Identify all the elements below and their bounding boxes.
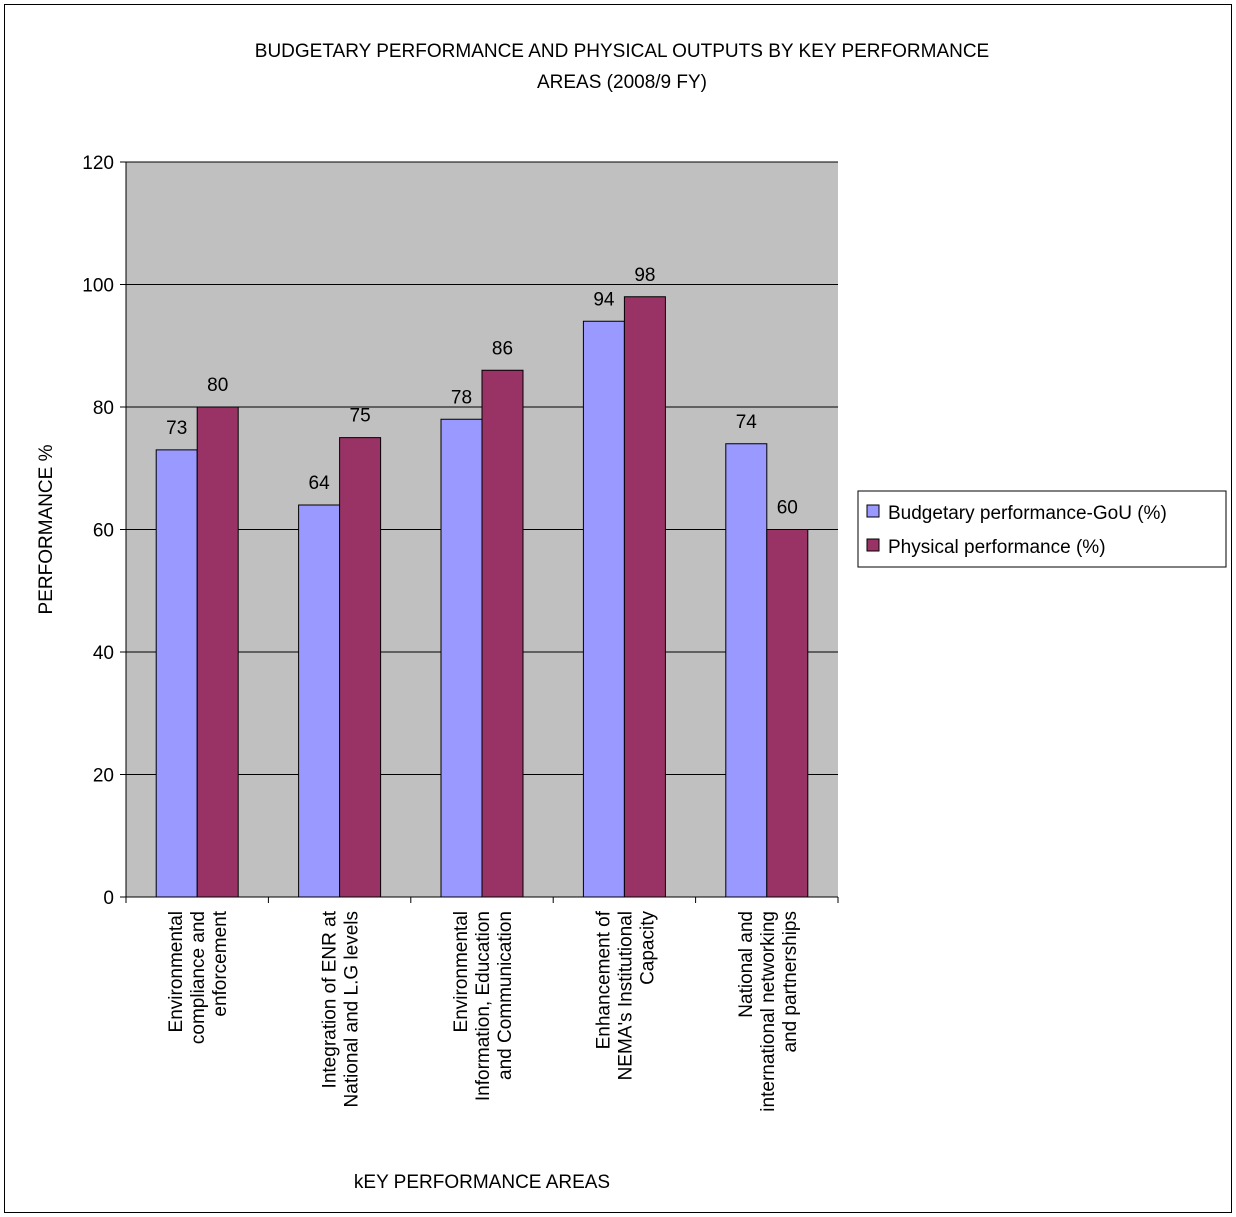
chart-title-line: AREAS (2008/9 FY) <box>537 72 707 93</box>
data-label: 64 <box>309 473 331 494</box>
x-tick-label: international networking <box>758 911 779 1112</box>
x-tick-label: National and <box>736 911 757 1018</box>
x-tick-label: Integration of ENR at <box>320 910 341 1088</box>
bar <box>623 296 666 898</box>
x-tick-label: Information, Education <box>473 911 494 1101</box>
bars <box>155 296 809 898</box>
data-label: 73 <box>166 418 187 439</box>
x-tick-label: compliance and <box>188 911 209 1044</box>
y-tick-label: 80 <box>93 398 114 419</box>
gridlines <box>126 161 838 775</box>
bar <box>339 437 382 898</box>
x-tick-label: and Communication <box>495 911 516 1080</box>
data-label: 86 <box>492 338 513 359</box>
legend-swatch <box>866 504 880 518</box>
x-tick-label: Capacity <box>637 911 658 985</box>
x-tick-label: enforcement <box>210 910 231 1016</box>
data-labels: 73 80 64 75 78 86 94 98 74 60 <box>166 265 798 519</box>
x-tick-labels: Environmental compliance and enforcement In… <box>166 910 801 1111</box>
y-tick-labels: 0 20 40 60 80 100 120 <box>82 153 114 909</box>
legend-swatch <box>866 538 880 552</box>
x-tick-label: NEMA's Institutional <box>615 911 636 1080</box>
legend-label: Physical performance (%) <box>888 537 1106 558</box>
x-tick-label: Environmental <box>451 911 472 1032</box>
bar <box>481 369 524 898</box>
bar <box>196 406 239 898</box>
bar <box>725 443 768 898</box>
data-label: 74 <box>736 412 758 433</box>
legend-label: Budgetary performance-GoU (%) <box>888 503 1167 524</box>
y-tick-label: 40 <box>93 643 114 664</box>
x-tick-label: National and L.G levels <box>342 911 363 1107</box>
bar <box>298 504 341 898</box>
y-tick-label: 120 <box>82 153 114 174</box>
legend: Budgetary performance-GoU (%) Physical pe… <box>857 490 1227 568</box>
data-label: 78 <box>451 387 472 408</box>
y-tick-label: 0 <box>103 888 114 909</box>
axes <box>120 161 839 903</box>
data-label: 75 <box>350 406 371 427</box>
bar <box>440 418 483 898</box>
data-label: 94 <box>593 289 615 310</box>
x-tick-label: and partnerships <box>780 911 801 1053</box>
bar <box>766 529 809 898</box>
legend-box <box>857 490 1227 568</box>
y-axis-label: PERFORMANCE % <box>36 444 57 614</box>
bar <box>155 449 198 898</box>
data-label: 98 <box>634 265 655 286</box>
chart-title: BUDGETARY PERFORMANCE AND PHYSICAL OUTPU… <box>255 41 989 93</box>
x-tick-label: Environmental <box>166 911 187 1032</box>
data-label: 60 <box>777 498 798 519</box>
y-tick-label: 60 <box>93 521 114 542</box>
chart-frame <box>4 4 1232 1213</box>
x-tick-label: Enhancement of <box>593 910 614 1049</box>
data-label: 80 <box>207 375 228 396</box>
chart-title-line: BUDGETARY PERFORMANCE AND PHYSICAL OUTPU… <box>255 41 989 62</box>
y-tick-label: 20 <box>93 766 114 787</box>
y-tick-label: 100 <box>82 276 114 297</box>
bar <box>582 320 625 898</box>
x-axis-label: kEY PERFORMANCE AREAS <box>354 1172 610 1193</box>
